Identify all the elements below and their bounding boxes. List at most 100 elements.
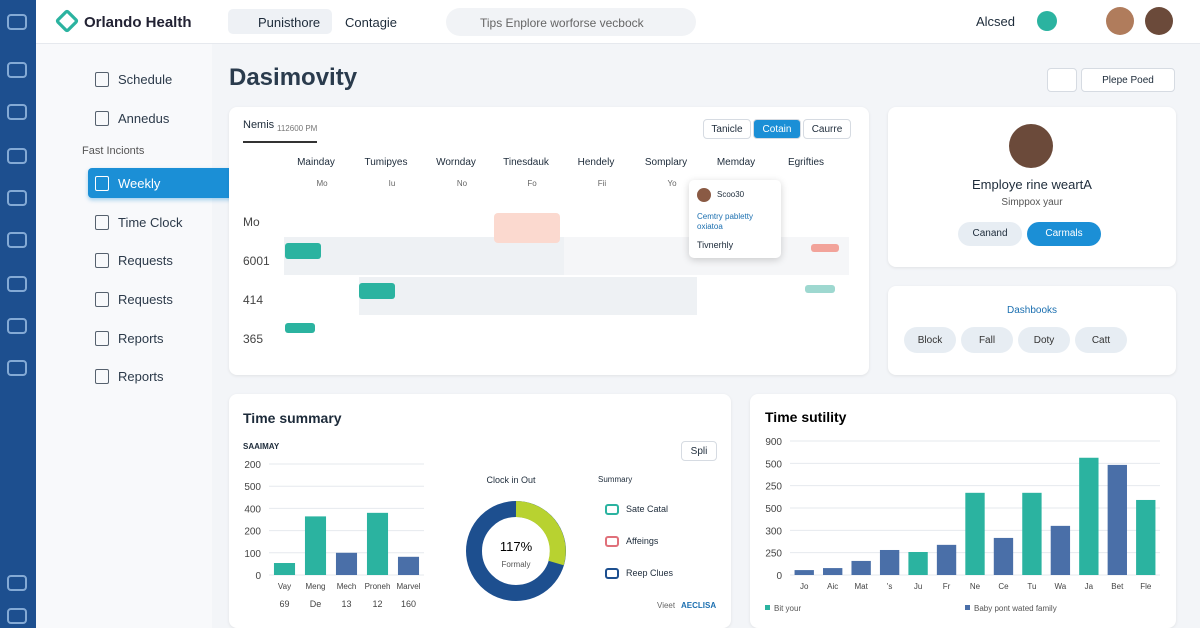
nav-item[interactable]: Requests	[88, 284, 234, 314]
popup-title: Scoo30	[717, 190, 745, 199]
nav-item[interactable]: Reports	[88, 323, 234, 353]
donut-title: Clock in Out	[486, 475, 536, 485]
legend-swatch	[965, 605, 970, 610]
page-title: Dasimovity	[229, 64, 358, 91]
view-button[interactable]: Caurre	[803, 119, 851, 139]
share-button[interactable]	[1047, 68, 1077, 92]
time-summary-card: Time summary SAAIMAY Spli Clock in Out Summa…	[229, 394, 731, 628]
card-title: Time summary	[243, 410, 342, 426]
nav-item[interactable]: Schedule	[88, 64, 234, 94]
time-utility-card: Time sutility 0 250 300 500 250 500 900 Jo Aic Mat…	[750, 394, 1176, 628]
search[interactable]: Tips Enplore worforse vecbock	[446, 8, 696, 36]
footer-link[interactable]: AECLISA	[681, 601, 717, 610]
nav-item[interactable]: Annedus	[88, 103, 234, 133]
donut-arc	[515, 501, 566, 566]
x-tick-label: Aic	[827, 582, 838, 591]
y-tick-label: 0	[255, 571, 261, 582]
profile-card: Employe rine weartA Simppox yaur Canand …	[888, 107, 1176, 267]
button[interactable]: Canand	[958, 222, 1022, 246]
profile-name: Employe rine weartA	[972, 177, 1092, 192]
list-icon	[605, 504, 619, 515]
profile-avatar	[1009, 124, 1053, 168]
bar	[879, 549, 900, 575]
chip[interactable]: Doty	[1018, 327, 1070, 353]
nav-item[interactable]: Reports	[88, 361, 234, 391]
day-sub: Yo	[667, 179, 677, 188]
x-tick-label: Proneh	[365, 582, 391, 591]
row-label: 365	[243, 332, 264, 346]
list-icon	[605, 536, 619, 547]
tab[interactable]: Punisthore	[228, 9, 332, 34]
top-bar: Orlando Health Punisthore Contagie Tips …	[36, 0, 1200, 44]
avatar[interactable]	[1106, 7, 1134, 35]
list-item[interactable]: Sate Catal	[626, 504, 669, 514]
day-header: Wornday	[436, 157, 476, 168]
y-tick-label: 500	[765, 504, 782, 515]
nav-item[interactable]: Requests	[88, 245, 234, 275]
dashbooks-title: Dashbooks	[1006, 305, 1058, 316]
x-tick-label: Fr	[943, 582, 951, 591]
slider	[243, 141, 317, 143]
event	[285, 323, 315, 333]
chart: Time sutility 0 250 300 500 250 500 900 Jo Aic Mat…	[765, 409, 1160, 613]
view-button[interactable]: Tanicle	[703, 119, 751, 139]
x-tick-label: Mech	[337, 582, 357, 591]
x-tick-label: Bet	[1111, 582, 1124, 591]
bar	[794, 570, 814, 575]
x-tick-label: Ju	[914, 582, 922, 591]
event	[805, 285, 835, 293]
x-tick-label: Wa	[1055, 582, 1067, 591]
day-sub: No	[456, 179, 468, 188]
chip[interactable]: Catt	[1075, 327, 1127, 353]
x-tick-label: 's	[887, 582, 893, 591]
x-tick-label: Ja	[1085, 582, 1094, 591]
event	[359, 283, 395, 299]
x-sub-label: 160	[401, 599, 416, 609]
action-button[interactable]: Plepe Poed	[1081, 68, 1175, 92]
popup-line: Tivnerhly	[697, 240, 734, 250]
bar	[304, 516, 327, 575]
logo: Orlando Health	[84, 14, 192, 31]
day-header: Memday	[716, 157, 756, 168]
x-sub-label: 12	[372, 599, 382, 609]
legend-label: Baby pont wated family	[974, 604, 1057, 613]
donut-value: 117%	[500, 539, 533, 554]
day-header: Somplary	[644, 157, 688, 168]
list-item[interactable]: Reep Clues	[626, 568, 674, 578]
grid-band	[359, 277, 697, 315]
dashbooks-card: Dashbooks Block Fall Doty Catt	[888, 286, 1176, 375]
day-header: Tumipyes	[364, 157, 408, 168]
chip[interactable]: Fall	[961, 327, 1013, 353]
schedule-card: Nemis 112600 PM Tanicle Cotain Caurre Mainday…	[229, 107, 869, 375]
row-label: 6001	[243, 254, 270, 268]
x-tick-label: Ce	[998, 582, 1009, 591]
event	[494, 213, 560, 243]
split-button[interactable]: Spli	[681, 441, 717, 461]
chart: 0 100 200 400 500 200 Vay 69 Meng De Mech 13 Proneh 1…	[244, 460, 424, 609]
x-tick-label: Fle	[1140, 582, 1152, 591]
popup-line: Cemtry pabletty	[697, 212, 754, 221]
row-label: Mo	[243, 215, 260, 229]
donut-sub: Formaly	[502, 560, 531, 569]
bar	[366, 512, 389, 575]
nav-subitem: Fast Incionts	[82, 145, 145, 157]
status-icon[interactable]	[1037, 11, 1057, 31]
x-sub-label: De	[310, 599, 322, 609]
nav-item[interactable]: Weekly	[88, 168, 234, 198]
avatar[interactable]	[1145, 7, 1173, 35]
bar	[965, 492, 985, 575]
event	[811, 244, 839, 252]
x-tick-label: Mat	[854, 582, 868, 591]
tab[interactable]: Contagie	[345, 15, 398, 30]
nav-item[interactable]: Time Clock	[88, 207, 234, 237]
button[interactable]: Carmals	[1027, 222, 1101, 246]
bar	[397, 556, 420, 575]
user-menu[interactable]: Alcsed	[976, 14, 1016, 29]
x-tick-label: Meng	[305, 582, 325, 591]
view-button[interactable]: Cotain	[753, 119, 801, 139]
day-sub: Fii	[597, 179, 607, 188]
list-item[interactable]: Affeings	[626, 536, 659, 546]
chip[interactable]: Block	[904, 327, 956, 353]
x-tick-label: Marvel	[396, 582, 420, 591]
